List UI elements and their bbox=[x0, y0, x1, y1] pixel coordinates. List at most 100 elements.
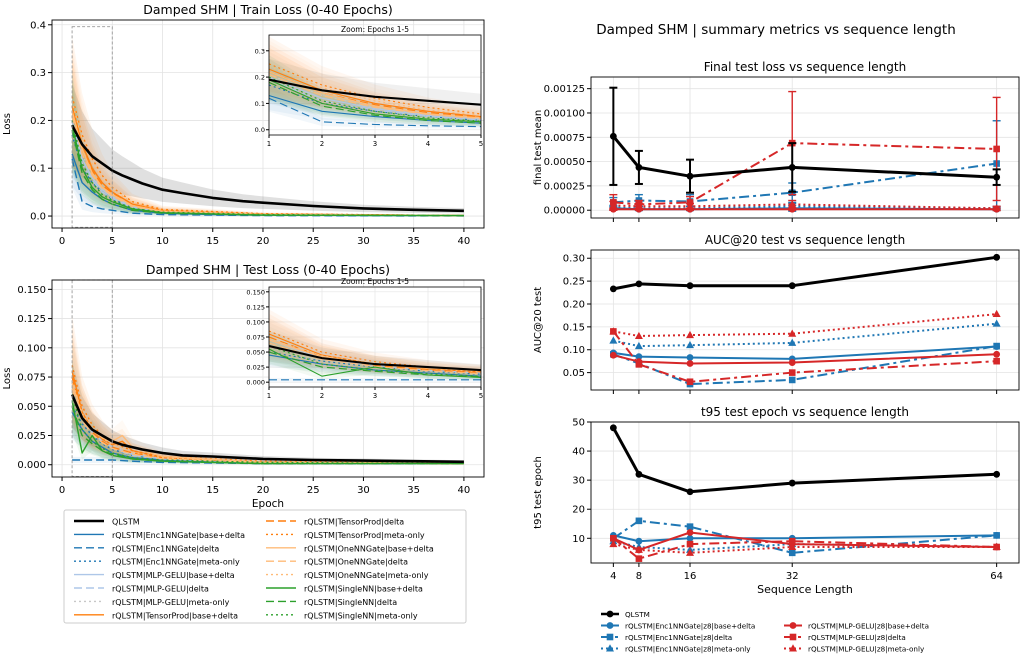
data-point bbox=[788, 369, 796, 376]
y-tick-label: 0.150 bbox=[17, 285, 46, 296]
series-line-3 bbox=[71, 405, 464, 465]
data-point bbox=[993, 470, 1001, 478]
x-tick-label: 35 bbox=[407, 236, 420, 247]
x-tick-label: 15 bbox=[206, 236, 219, 247]
y-axis-label: final test mean bbox=[533, 110, 544, 185]
x-tick-label: 35 bbox=[407, 485, 420, 496]
confidence-band bbox=[72, 385, 464, 465]
legend-label: rQLSTM|MLP-GELU|z8|base+delta bbox=[808, 622, 929, 631]
data-point bbox=[788, 479, 796, 487]
data-point bbox=[609, 351, 617, 359]
x-tick-label: 32 bbox=[786, 571, 799, 582]
inset-x-tick-label: 4 bbox=[426, 140, 431, 148]
x-axis-label: Sequence Length bbox=[757, 583, 853, 596]
y-tick-label: 0.00025 bbox=[544, 181, 585, 192]
series-line bbox=[612, 519, 997, 554]
inset-band bbox=[269, 47, 481, 124]
inset-series-line-0 bbox=[269, 78, 481, 106]
legend-frame bbox=[63, 509, 467, 624]
series-4 bbox=[609, 350, 1001, 367]
x-tick-label: 10 bbox=[156, 485, 169, 496]
y-axis-label: t95 test epoch bbox=[533, 456, 544, 529]
series-2 bbox=[609, 120, 1001, 209]
confidence-band bbox=[72, 78, 464, 217]
data-point bbox=[609, 336, 618, 344]
inset-band bbox=[269, 84, 481, 129]
confidence-band bbox=[72, 323, 464, 465]
plot-frame bbox=[590, 421, 1020, 564]
y-tick-label: 0.125 bbox=[17, 314, 46, 325]
series-line-12 bbox=[71, 380, 464, 465]
legend-label: rQLSTM|OneNNGate|meta-only bbox=[304, 571, 429, 580]
confidence-band bbox=[72, 332, 464, 465]
y-tick-label: 20 bbox=[572, 505, 585, 516]
y-tick-label: 0.3 bbox=[30, 68, 46, 79]
inset-series-line-11 bbox=[269, 73, 481, 120]
series-line-12 bbox=[71, 101, 464, 217]
x-tick-label: 40 bbox=[458, 236, 471, 247]
inset-x-tick-label: 4 bbox=[426, 392, 431, 400]
data-point bbox=[635, 164, 643, 171]
data-point bbox=[788, 376, 796, 384]
y-tick-label: 0.050 bbox=[17, 402, 46, 413]
inset-series-line-1 bbox=[269, 354, 481, 377]
legend-label: rQLSTM|Enc1NNGate|z8|base+delta bbox=[625, 622, 755, 631]
inset-band bbox=[269, 326, 481, 379]
inset-x-tick-label: 1 bbox=[267, 140, 271, 148]
x-tick-label: 25 bbox=[307, 236, 320, 247]
inset-title: Zoom: Epochs 1-5 bbox=[341, 277, 409, 286]
data-point bbox=[609, 539, 618, 548]
inset-x-tick-label: 3 bbox=[373, 140, 377, 148]
confidence-band bbox=[72, 121, 464, 217]
data-point bbox=[686, 548, 695, 556]
y-axis-label: Loss bbox=[2, 368, 13, 390]
series-line-15 bbox=[71, 394, 464, 465]
legend-label: rQLSTM|Enc1NNGate|delta bbox=[112, 544, 219, 553]
inset-x-tick-label: 3 bbox=[373, 392, 377, 400]
series-line bbox=[612, 537, 997, 560]
inset-series-line-7 bbox=[269, 68, 481, 118]
series-6 bbox=[609, 539, 1001, 556]
y-tick-label: 0.0 bbox=[30, 212, 46, 223]
legend-label: rQLSTM|OneNNGate|base+delta bbox=[304, 544, 434, 553]
inset-title: Zoom: Epochs 1-5 bbox=[341, 25, 409, 34]
confidence-band bbox=[72, 83, 464, 214]
data-point bbox=[609, 285, 617, 293]
data-point bbox=[788, 329, 797, 337]
y-tick-label: 10 bbox=[572, 534, 585, 545]
legend-label: rQLSTM|Enc1NNGate|meta-only bbox=[112, 558, 240, 567]
data-point bbox=[992, 542, 1001, 551]
x-tick-label: 20 bbox=[257, 485, 270, 496]
data-point bbox=[635, 517, 643, 525]
legend-label: rQLSTM|MLP-GELU|meta-only bbox=[112, 598, 230, 607]
series-0 bbox=[609, 424, 1001, 496]
x-tick-label: 0 bbox=[59, 485, 65, 496]
legend-label: rQLSTM|MLP-GELU|z8|delta bbox=[808, 633, 906, 642]
legend-label: rQLSTM|OneNNGate|delta bbox=[304, 558, 408, 567]
panel-title: t95 test epoch vs sequence length bbox=[701, 405, 909, 419]
data-point bbox=[634, 341, 643, 350]
legend-label: QLSTM bbox=[625, 610, 650, 619]
legend-label: rQLSTM|MLP-GELU|z8|meta-only bbox=[808, 645, 925, 654]
inset-series-line-7 bbox=[269, 333, 481, 373]
y-axis-label: Loss bbox=[2, 113, 13, 135]
series-line bbox=[613, 313, 997, 337]
inset-frame bbox=[268, 286, 482, 388]
inset-series-line-15 bbox=[269, 76, 481, 122]
confidence-band bbox=[72, 332, 464, 465]
y-tick-label: 0.10 bbox=[563, 345, 585, 356]
y-tick-label: 0.1 bbox=[30, 164, 46, 175]
figure-suptitle: Damped SHM | summary metrics vs sequence… bbox=[596, 22, 956, 38]
x-tick-label: 8 bbox=[636, 571, 642, 582]
inset-band bbox=[269, 51, 481, 125]
data-point bbox=[686, 523, 694, 530]
y-tick-label: 0.4 bbox=[30, 20, 46, 31]
y-tick-label: 0.00000 bbox=[544, 206, 585, 217]
legend-label: rQLSTM|SingleNN|base+delta bbox=[304, 585, 423, 594]
series-6 bbox=[609, 309, 1001, 340]
inset-y-tick-label: 0.075 bbox=[246, 334, 265, 342]
inset-y-tick-label: 0.025 bbox=[246, 364, 265, 372]
y-tick-label: 0.000 bbox=[17, 460, 46, 471]
